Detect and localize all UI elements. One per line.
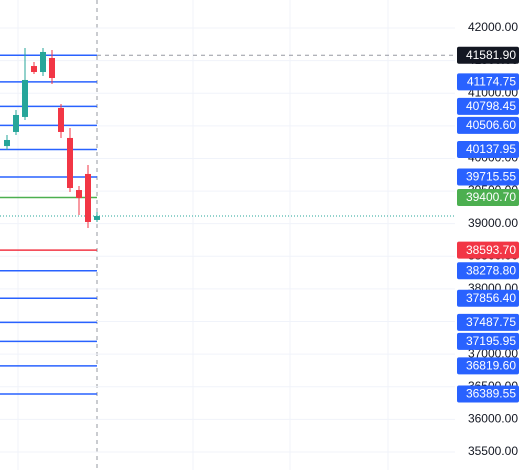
price-tag (457, 313, 519, 331)
price-tag (457, 116, 519, 134)
y-tick-label: 35500.00 (468, 444, 518, 458)
candle-body (94, 215, 100, 220)
price-tag-label: 38593.70 (466, 243, 516, 257)
price-tag (457, 140, 519, 158)
price-tag-label: 39715.55 (466, 170, 516, 184)
price-tag (457, 168, 519, 186)
price-tag (457, 262, 519, 280)
price-tag-label: 40137.95 (466, 142, 516, 156)
price-tag (457, 241, 519, 259)
candle-body (49, 57, 55, 79)
price-tag (457, 385, 519, 403)
price-tag (457, 357, 519, 375)
y-tick-label: 39000.00 (468, 216, 518, 230)
price-tag-label: 40798.45 (466, 99, 516, 113)
price-tag (457, 189, 519, 207)
candle-body (85, 173, 91, 222)
candle-body (40, 51, 46, 73)
price-tag (457, 73, 519, 91)
price-tag-label: 36389.55 (466, 387, 516, 401)
price-tag-label: 41581.90 (466, 48, 516, 62)
candle-body (76, 190, 82, 198)
price-tag-label: 37195.95 (466, 334, 516, 348)
price-tag-label: 40506.60 (466, 118, 516, 132)
price-tag (457, 97, 519, 115)
candle-body (22, 79, 28, 117)
candle-body (58, 107, 64, 132)
price-tag-label: 41174.75 (467, 74, 516, 88)
price-tag-label: 37487.75 (466, 315, 516, 329)
candle-body (4, 139, 10, 147)
y-tick-label: 36000.00 (468, 412, 518, 426)
price-tag-label: 36819.60 (466, 359, 516, 373)
price-tag-label: 39400.70 (466, 190, 516, 204)
candle-body (31, 66, 37, 73)
price-tag-label: 37856.40 (466, 291, 516, 305)
price-tag (457, 46, 519, 64)
candle-body (13, 115, 19, 132)
y-tick-label: 42000.00 (468, 20, 518, 34)
price-tag (457, 289, 519, 307)
candle-body (67, 137, 73, 188)
price-tag-label: 38278.80 (466, 263, 516, 277)
price-tag (457, 332, 519, 350)
